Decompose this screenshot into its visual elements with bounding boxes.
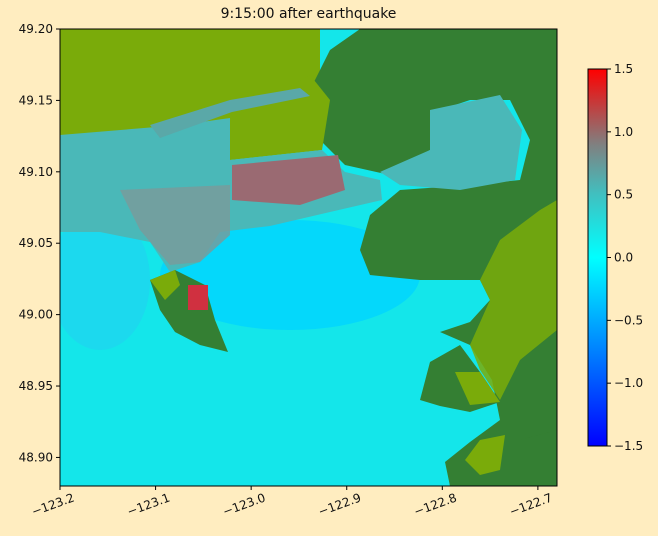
land-island-low xyxy=(455,372,500,405)
flooded-bay xyxy=(380,95,522,190)
y-axis: 49.20 49.15 49.10 49.05 49.00 48.95 48.90 xyxy=(19,22,60,464)
x-tick-label: −122.8 xyxy=(412,491,459,519)
flooded-gray-area xyxy=(120,185,230,265)
colorbar-tick-label: −1.0 xyxy=(614,376,643,390)
water-depression xyxy=(160,220,420,330)
colorbar-tick-label: 0.0 xyxy=(614,251,633,265)
land-south-low xyxy=(465,435,505,475)
land-lowland-east xyxy=(470,200,557,400)
map-layer xyxy=(60,29,557,486)
chart-title: 9:15:00 after earthquake xyxy=(220,6,397,22)
y-tick-label: 49.05 xyxy=(19,236,53,250)
colorbar-axis: 1.5 1.0 0.5 0.0 −0.5 −1.0 −1.5 xyxy=(607,62,643,453)
colorbar-tick-label: 1.0 xyxy=(614,125,633,139)
x-tick-label: −123.2 xyxy=(30,491,77,519)
y-tick-label: 48.90 xyxy=(19,450,53,464)
colorbar-tick-label: 1.5 xyxy=(614,62,633,76)
flooded-high-area xyxy=(232,155,345,205)
x-axis: −123.2 −123.1 −123.0 −122.9 −122.8 −122.7 xyxy=(30,486,554,519)
y-tick-label: 49.15 xyxy=(19,93,53,107)
colorbar-tick-label: −1.5 xyxy=(614,439,643,453)
river xyxy=(150,88,310,138)
flooded-red-patch xyxy=(188,285,208,310)
x-tick-label: −123.0 xyxy=(221,491,268,519)
colorbar-tick-label: −0.5 xyxy=(614,313,643,327)
x-tick-label: −123.1 xyxy=(125,491,172,519)
land-south-point xyxy=(447,430,557,486)
y-tick-label: 49.20 xyxy=(19,22,53,36)
water-region xyxy=(60,210,150,350)
colorbar xyxy=(587,68,608,447)
y-tick-label: 49.00 xyxy=(19,308,53,322)
colorbar-tick-label: 0.5 xyxy=(614,188,633,202)
land-peninsula-low xyxy=(150,270,180,300)
x-tick-label: −122.7 xyxy=(508,491,555,519)
plot-frame xyxy=(59,28,558,487)
y-tick-label: 48.95 xyxy=(19,379,53,393)
x-tick-label: −122.9 xyxy=(316,491,363,519)
y-tick-label: 49.10 xyxy=(19,165,53,179)
